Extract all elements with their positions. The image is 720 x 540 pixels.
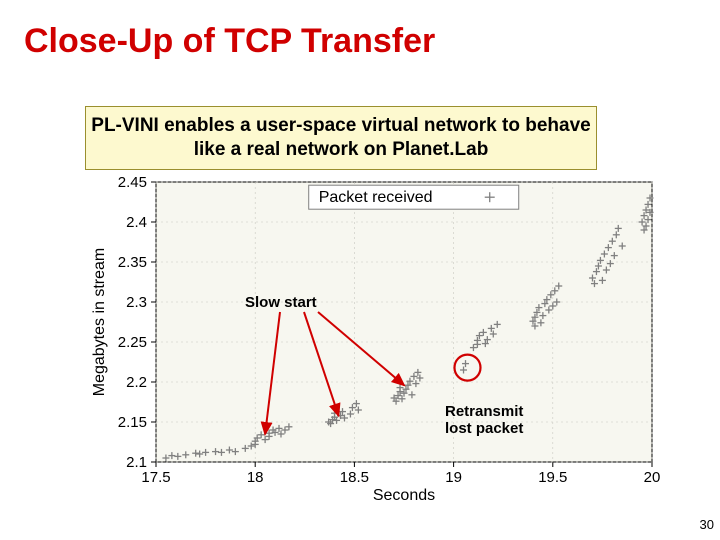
svg-text:17.5: 17.5 <box>141 469 170 486</box>
chart-area: 17.5 18 18.5 19 19.5 20 2.1 2.15 2.2 2.25 2.3 2.35 2… <box>90 176 660 504</box>
svg-text:2.4: 2.4 <box>126 214 147 231</box>
annotation-retransmit: Retransmit lost packet <box>445 404 523 437</box>
svg-text:2.3: 2.3 <box>126 294 147 311</box>
page-number: 30 <box>700 517 714 532</box>
svg-text:2.15: 2.15 <box>118 414 147 431</box>
annotation-retransmit-line1: Retransmit <box>445 404 523 421</box>
callout-text: PL-VINI enables a user-space virtual net… <box>86 114 596 162</box>
svg-text:Packet received: Packet received <box>319 189 433 206</box>
svg-text:2.35: 2.35 <box>118 254 147 271</box>
svg-text:2.2: 2.2 <box>126 374 147 391</box>
svg-text:18.5: 18.5 <box>340 469 369 486</box>
svg-text:18: 18 <box>247 469 264 486</box>
svg-text:20: 20 <box>644 469 660 486</box>
svg-text:2.1: 2.1 <box>126 454 147 471</box>
callout-box: PL-VINI enables a user-space virtual net… <box>85 106 597 170</box>
svg-text:2.25: 2.25 <box>118 334 147 351</box>
svg-text:19.5: 19.5 <box>538 469 567 486</box>
svg-text:Megabytes in stream: Megabytes in stream <box>91 248 108 397</box>
slide: Close-Up of TCP Transfer PL-VINI enables… <box>0 0 720 540</box>
svg-text:19: 19 <box>445 469 462 486</box>
svg-text:2.45: 2.45 <box>118 176 147 191</box>
annotation-retransmit-line2: lost packet <box>445 421 523 438</box>
scatter-chart: 17.5 18 18.5 19 19.5 20 2.1 2.15 2.2 2.25 2.3 2.35 2… <box>90 176 660 504</box>
annotation-slow-start: Slow start <box>245 294 317 311</box>
svg-text:Seconds: Seconds <box>373 487 435 504</box>
slide-title: Close-Up of TCP Transfer <box>24 22 435 61</box>
